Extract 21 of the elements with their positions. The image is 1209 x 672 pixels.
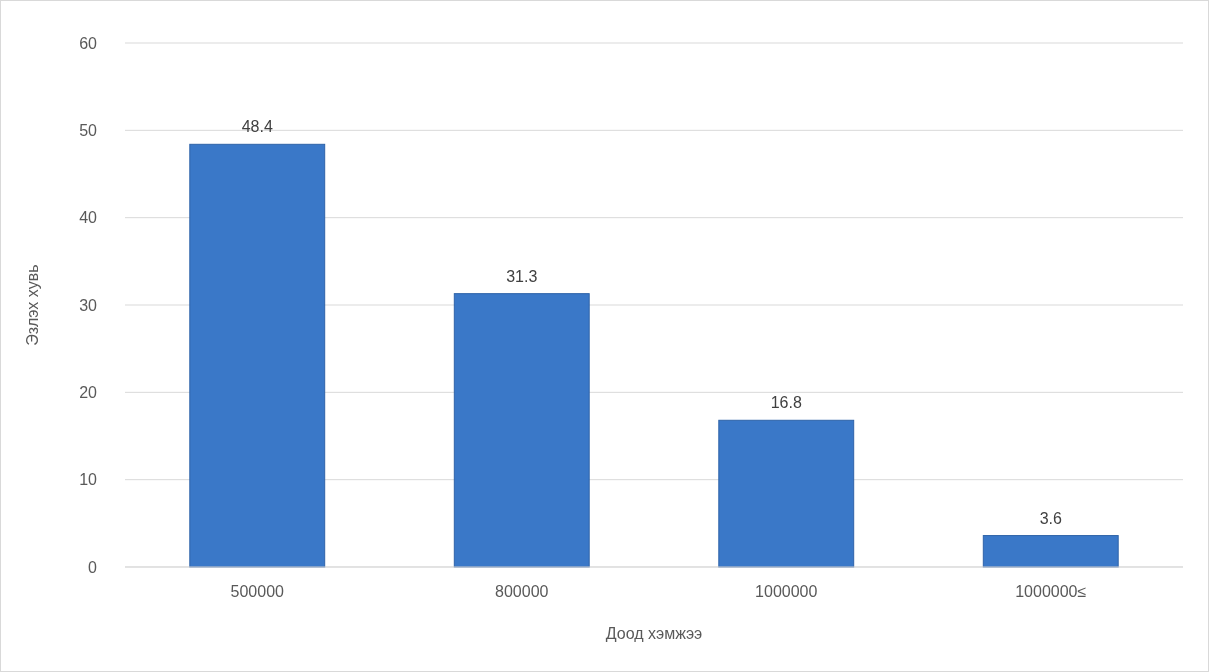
x-tick-label: 500000 (230, 583, 285, 600)
y-tick-label: 20 (79, 383, 98, 401)
data-label: 48.4 (241, 118, 273, 136)
x-axis-title: Доод хэмжээ (605, 625, 703, 642)
y-tick-label: 30 (79, 296, 98, 314)
y-tick-label: 10 (79, 471, 98, 489)
data-label: 3.6 (1039, 509, 1062, 527)
x-tick-label: 1000000 (755, 583, 818, 600)
x-tick-label: 800000 (495, 583, 549, 600)
y-tick-label: 50 (79, 121, 98, 139)
y-tick-label: 60 (79, 34, 98, 52)
bar (453, 293, 590, 568)
data-label: 31.3 (506, 267, 538, 285)
bar (718, 419, 855, 568)
y-axis-title: Эзлэх хувь (24, 264, 41, 346)
y-tick-label: 40 (79, 209, 98, 227)
data-label: 16.8 (770, 394, 802, 412)
bar (982, 535, 1119, 568)
y-tick-label: 0 (88, 558, 98, 576)
bar (189, 143, 326, 568)
x-tick-label: 1000000≤ (1015, 583, 1087, 600)
